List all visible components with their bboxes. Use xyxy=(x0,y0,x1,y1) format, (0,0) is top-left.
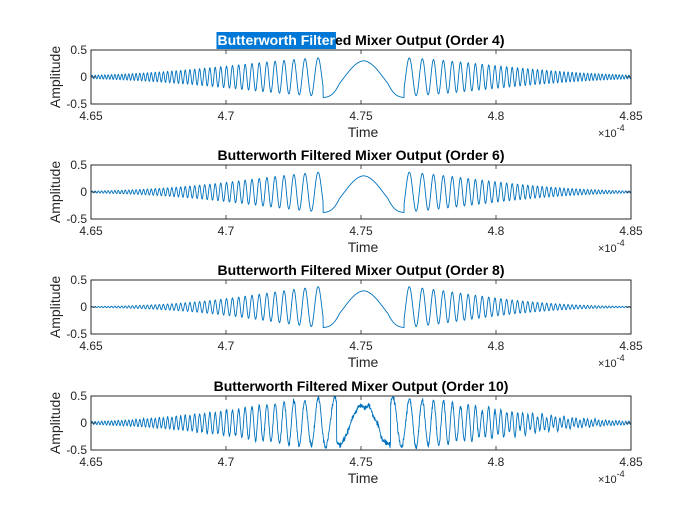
signal-line xyxy=(90,171,632,214)
x-tick-label: 4.85 xyxy=(619,455,643,469)
x-exponent-label: ×10-4 xyxy=(598,123,625,140)
x-tick-label: 4.75 xyxy=(349,224,373,238)
x-axis-label: Time xyxy=(348,239,379,255)
x-exponent-label: ×10-4 xyxy=(598,238,625,255)
x-axis-label: Time xyxy=(348,124,379,140)
x-tick-label: 4.7 xyxy=(218,339,235,353)
x-tick-label: 4.85 xyxy=(619,224,643,238)
x-tick-label: 4.85 xyxy=(619,339,643,353)
plot-title: Butterworth Filtered Mixer Output (Order… xyxy=(217,147,504,163)
y-tick-label: 0.5 xyxy=(70,158,87,172)
y-axis-label: Amplitude xyxy=(47,392,63,454)
y-axis-label: Amplitude xyxy=(47,276,63,338)
y-axis-label: Amplitude xyxy=(47,46,63,108)
title-selection-highlight xyxy=(216,32,336,49)
x-tick-label: 4.65 xyxy=(79,339,103,353)
y-axis-label: Amplitude xyxy=(47,161,63,223)
y-tick-label: -0.5 xyxy=(66,212,87,226)
plot-title[interactable]: Butterworth Filtered Mixer Output (Order… xyxy=(217,32,504,48)
subplot-order-10: 4.65 4.7 4.75 4.8 4.85 -0.5 0 0.5 Amplitude Time ×… xyxy=(47,378,643,486)
y-tick-label: 0 xyxy=(80,185,87,199)
y-tick-label: 0 xyxy=(80,300,87,314)
y-tick-label: -0.5 xyxy=(66,327,87,341)
signal-line xyxy=(90,395,632,450)
subplot-order-6: 4.65 4.7 4.75 4.8 4.85 -0.5 0 0.5 Amplitude Time ×… xyxy=(47,147,643,255)
x-tick-label: 4.75 xyxy=(349,339,373,353)
x-tick-label: 4.75 xyxy=(349,109,373,123)
x-exponent-label: ×10-4 xyxy=(598,469,625,486)
x-tick-label: 4.65 xyxy=(79,109,103,123)
x-tick-label: 4.65 xyxy=(79,224,103,238)
x-tick-label: 4.65 xyxy=(79,455,103,469)
y-tick-label: 0.5 xyxy=(70,389,87,403)
subplot-order-4: 4.65 4.7 4.75 4.8 4.85 -0.5 0 0.5 Amplitude Time ×… xyxy=(47,32,643,140)
x-tick-label: 4.7 xyxy=(218,224,235,238)
y-tick-label: 0.5 xyxy=(70,273,87,287)
x-tick-label: 4.7 xyxy=(218,109,235,123)
y-tick-label: -0.5 xyxy=(66,443,87,457)
plot-title: Butterworth Filtered Mixer Output (Order… xyxy=(214,378,509,394)
signal-line xyxy=(90,57,632,99)
x-exponent-label: ×10-4 xyxy=(598,353,625,370)
y-tick-label: 0 xyxy=(80,416,87,430)
x-tick-label: 4.8 xyxy=(488,455,505,469)
x-tick-label: 4.8 xyxy=(488,339,505,353)
x-tick-label: 4.75 xyxy=(349,455,373,469)
x-tick-label: 4.7 xyxy=(218,455,235,469)
x-axis-label: Time xyxy=(348,470,379,486)
signal-line xyxy=(90,286,632,329)
x-tick-label: 4.8 xyxy=(488,109,505,123)
x-tick-label: 4.8 xyxy=(488,224,505,238)
y-tick-label: 0 xyxy=(80,70,87,84)
x-axis-label: Time xyxy=(348,354,379,370)
x-tick-label: 4.85 xyxy=(619,109,643,123)
plot-title: Butterworth Filtered Mixer Output (Order… xyxy=(217,262,504,278)
subplot-order-8: 4.65 4.7 4.75 4.8 4.85 -0.5 0 0.5 Amplitude Time ×… xyxy=(47,262,643,370)
y-tick-label: 0.5 xyxy=(70,43,87,57)
y-tick-label: -0.5 xyxy=(66,97,87,111)
